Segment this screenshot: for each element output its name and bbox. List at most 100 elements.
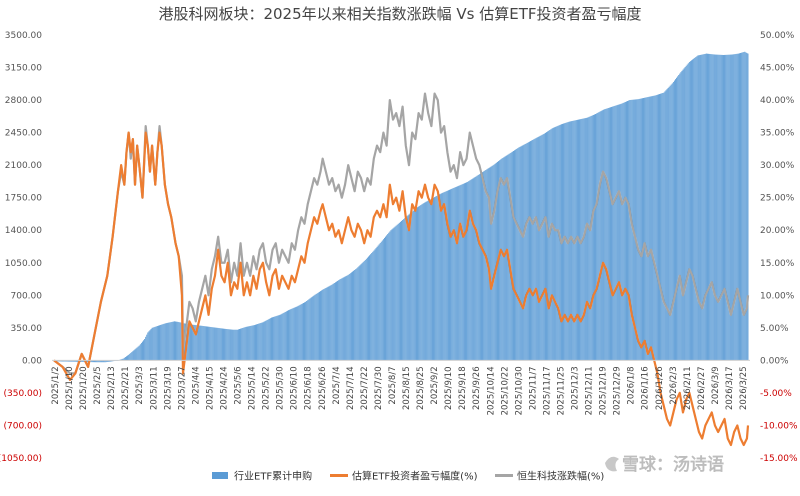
bar xyxy=(281,313,283,361)
x-tick-label: 2025/1/2 xyxy=(51,366,61,404)
x-tick-label: 2025/9/10 xyxy=(444,366,454,410)
bar xyxy=(317,292,319,361)
bar xyxy=(263,321,265,361)
bar xyxy=(639,98,641,361)
bar xyxy=(505,155,507,361)
bar xyxy=(425,201,427,361)
bar xyxy=(408,214,410,361)
bar xyxy=(240,328,242,361)
bar xyxy=(432,198,433,361)
bar xyxy=(397,223,399,361)
y-left-tick-label: 350.00 xyxy=(11,324,43,334)
y-right-tick-label: 40.00% xyxy=(760,96,795,106)
bar xyxy=(402,220,404,361)
bar xyxy=(213,327,215,361)
bar xyxy=(637,99,639,361)
bar xyxy=(338,280,340,361)
y-right-tick-label: 25.00% xyxy=(760,194,795,204)
bar xyxy=(534,138,536,361)
bar xyxy=(321,290,323,361)
legend-label: 行业ETF累计申购 xyxy=(234,470,312,483)
bar xyxy=(446,190,448,361)
bar xyxy=(668,86,670,361)
bar xyxy=(106,360,108,362)
bar xyxy=(424,202,426,361)
bar xyxy=(739,53,740,361)
bar xyxy=(251,325,253,361)
bar xyxy=(375,248,377,361)
bar xyxy=(638,98,640,361)
bar xyxy=(382,239,384,361)
x-tick-label: 2025/1/10 xyxy=(65,366,75,410)
y-right-tick-label: 20.00% xyxy=(760,226,795,236)
bar xyxy=(587,117,589,361)
bar xyxy=(710,54,712,361)
bar xyxy=(708,53,710,361)
bar xyxy=(405,217,407,361)
bar xyxy=(169,322,171,361)
bar xyxy=(129,353,131,361)
bar xyxy=(548,130,550,361)
bar xyxy=(170,322,172,361)
bar xyxy=(714,54,716,361)
watermark-text: 雪球：汤诗语 xyxy=(622,455,724,475)
bar xyxy=(57,360,59,362)
bar xyxy=(63,360,65,362)
bar xyxy=(179,322,181,361)
bar xyxy=(615,105,617,361)
bar xyxy=(122,358,124,361)
x-tick-label: 2025/1/20 xyxy=(79,366,89,410)
bar xyxy=(651,96,653,361)
bar xyxy=(192,324,194,361)
bar xyxy=(648,96,650,361)
bar xyxy=(720,54,722,361)
bar xyxy=(244,327,246,361)
bar xyxy=(523,144,525,361)
bar xyxy=(283,312,285,361)
bar xyxy=(97,360,99,363)
bar xyxy=(68,360,70,362)
bar xyxy=(473,177,475,361)
x-tick-label: 2026/2/3 xyxy=(669,366,679,404)
x-tick-label: 2025/10/22 xyxy=(500,366,510,415)
x-tick-label: 2025/6/10 xyxy=(290,366,300,410)
bar xyxy=(649,96,651,361)
bar xyxy=(131,352,133,361)
bar xyxy=(646,97,648,361)
bar xyxy=(704,53,706,361)
bar xyxy=(634,99,636,361)
bar xyxy=(601,110,603,361)
bar xyxy=(184,323,186,361)
bar xyxy=(439,194,441,361)
x-tick-label: 2025/2/13 xyxy=(107,366,117,410)
bar xyxy=(299,304,301,361)
bar xyxy=(296,306,298,361)
bar xyxy=(611,106,612,361)
bar xyxy=(389,231,391,361)
bar xyxy=(452,188,454,361)
bar xyxy=(460,184,462,361)
bar xyxy=(221,328,223,361)
bar xyxy=(519,146,521,361)
bar xyxy=(314,294,316,361)
y-right-tick-label: -5.00% xyxy=(760,389,792,399)
bar xyxy=(158,325,159,361)
bar xyxy=(96,360,98,363)
bar xyxy=(745,52,747,361)
bar xyxy=(105,360,107,363)
bar xyxy=(178,322,180,361)
bar xyxy=(667,87,669,361)
bar xyxy=(98,360,100,363)
bar xyxy=(440,193,442,361)
bar xyxy=(693,58,695,361)
bar xyxy=(77,360,78,362)
x-tick-label: 2025/11/17 xyxy=(542,366,552,415)
bar xyxy=(167,322,169,361)
x-tick-label: 2025/9/2 xyxy=(430,366,440,404)
bar xyxy=(290,309,292,361)
bar xyxy=(692,59,694,361)
bar xyxy=(108,360,110,362)
bar xyxy=(361,263,363,361)
bar xyxy=(666,89,668,361)
bar xyxy=(716,54,718,361)
